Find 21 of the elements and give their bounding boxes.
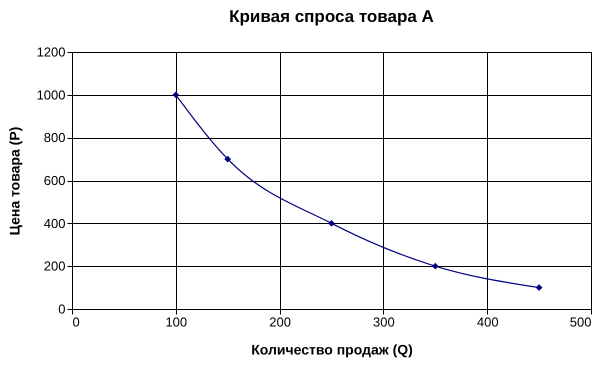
point [432, 262, 439, 270]
x-tick-label: 500 [570, 314, 592, 330]
x-tick-label: 200 [269, 314, 291, 330]
point [328, 220, 335, 227]
x-tick-label: 300 [373, 314, 395, 330]
y-tick-label: 1200 [36, 44, 66, 60]
y-tick-label: 400 [44, 216, 66, 231]
y-tick-label: 600 [44, 173, 66, 188]
point [224, 156, 232, 162]
y-tick-label: 0 [58, 302, 66, 316]
x-tick-label: 0 [72, 314, 80, 330]
point [172, 91, 180, 98]
y-tick-label: 1000 [36, 87, 66, 102]
y-tick-label: 200 [44, 258, 66, 274]
x-tick-label: 100 [165, 314, 188, 330]
point [536, 284, 542, 291]
x-tick-label: 400 [476, 314, 499, 330]
x-axis-title: Количество продаж (Q) [251, 342, 413, 358]
y-axis-title: Цена товара (Р) [6, 126, 23, 236]
chart-title: Кривая спроса товара А [229, 7, 434, 26]
y-tick-label: 800 [44, 130, 66, 146]
